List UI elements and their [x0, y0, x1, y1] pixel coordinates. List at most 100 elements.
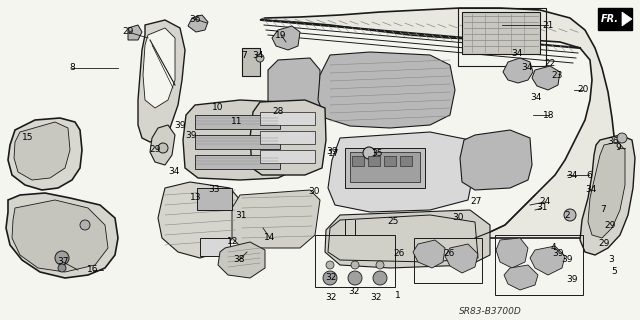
- Text: 30: 30: [452, 213, 464, 222]
- Text: 34: 34: [586, 186, 596, 195]
- Circle shape: [564, 209, 576, 221]
- Bar: [384, 156, 396, 166]
- Text: 34: 34: [252, 52, 264, 60]
- Polygon shape: [14, 122, 70, 180]
- Text: 39: 39: [185, 132, 196, 140]
- Polygon shape: [272, 26, 300, 50]
- Text: 29: 29: [149, 145, 161, 154]
- Text: 15: 15: [22, 133, 34, 142]
- Text: 33: 33: [208, 186, 220, 195]
- Text: 31: 31: [536, 204, 548, 212]
- Circle shape: [376, 261, 384, 269]
- Bar: [260, 131, 315, 144]
- Bar: [197, 188, 232, 210]
- Polygon shape: [250, 100, 326, 175]
- Text: 17: 17: [328, 148, 340, 157]
- Polygon shape: [496, 238, 528, 268]
- Polygon shape: [143, 28, 175, 108]
- Bar: [400, 156, 412, 166]
- Polygon shape: [150, 125, 175, 165]
- Text: 32: 32: [371, 292, 381, 301]
- Polygon shape: [588, 142, 625, 238]
- Text: 7: 7: [600, 205, 606, 214]
- Polygon shape: [268, 58, 320, 118]
- Bar: [350, 152, 420, 182]
- Text: 35: 35: [371, 148, 383, 157]
- Text: 27: 27: [470, 197, 482, 206]
- Text: 32: 32: [325, 293, 337, 302]
- Text: 12: 12: [227, 236, 239, 245]
- Circle shape: [373, 271, 387, 285]
- Text: 39: 39: [566, 275, 578, 284]
- Text: SR83-B3700D: SR83-B3700D: [459, 308, 522, 316]
- Polygon shape: [445, 244, 478, 273]
- Text: 37: 37: [57, 258, 68, 267]
- Text: 38: 38: [233, 255, 244, 265]
- Text: 2: 2: [564, 211, 570, 220]
- Text: 29: 29: [598, 239, 610, 249]
- Polygon shape: [8, 118, 82, 190]
- Bar: [315, 235, 395, 287]
- Bar: [462, 12, 540, 54]
- Bar: [458, 8, 546, 66]
- Text: 6: 6: [586, 171, 592, 180]
- Text: 1: 1: [395, 292, 401, 300]
- Polygon shape: [460, 130, 532, 190]
- Text: 26: 26: [444, 249, 454, 258]
- Polygon shape: [260, 8, 615, 238]
- Polygon shape: [183, 100, 298, 180]
- Polygon shape: [158, 182, 240, 258]
- Bar: [345, 148, 425, 188]
- Text: 24: 24: [540, 197, 550, 206]
- Text: 7: 7: [241, 52, 247, 60]
- Bar: [414, 238, 482, 283]
- Text: 20: 20: [577, 85, 589, 94]
- Polygon shape: [318, 52, 455, 128]
- Text: 34: 34: [168, 166, 180, 175]
- Text: 26: 26: [394, 249, 404, 258]
- Circle shape: [158, 143, 168, 153]
- Circle shape: [617, 133, 627, 143]
- Text: 23: 23: [551, 70, 563, 79]
- Circle shape: [256, 54, 264, 62]
- Polygon shape: [598, 8, 632, 30]
- Text: 11: 11: [231, 117, 243, 126]
- Text: 22: 22: [545, 59, 556, 68]
- Polygon shape: [12, 200, 108, 272]
- Circle shape: [363, 147, 375, 159]
- Polygon shape: [325, 210, 490, 268]
- Bar: [200, 238, 230, 256]
- Text: FR.: FR.: [601, 14, 619, 24]
- Text: 29: 29: [122, 28, 134, 36]
- Polygon shape: [232, 190, 320, 248]
- Polygon shape: [138, 20, 185, 142]
- Bar: [195, 135, 280, 149]
- Text: 13: 13: [190, 193, 202, 202]
- Polygon shape: [532, 66, 560, 90]
- Text: 5: 5: [611, 267, 617, 276]
- Text: 34: 34: [531, 92, 541, 101]
- Polygon shape: [128, 25, 142, 40]
- Text: 9: 9: [615, 143, 621, 153]
- Text: 18: 18: [543, 110, 555, 119]
- Bar: [368, 156, 380, 166]
- Text: 36: 36: [607, 138, 619, 147]
- Text: 34: 34: [566, 171, 578, 180]
- Polygon shape: [188, 15, 208, 32]
- Circle shape: [323, 271, 337, 285]
- Bar: [195, 155, 280, 169]
- Bar: [352, 156, 364, 166]
- Circle shape: [58, 264, 66, 272]
- Text: 16: 16: [87, 266, 99, 275]
- Text: 32: 32: [325, 274, 337, 283]
- Text: 36: 36: [189, 14, 201, 23]
- Text: 19: 19: [275, 30, 287, 39]
- Circle shape: [351, 261, 359, 269]
- Bar: [195, 115, 280, 129]
- Text: 34: 34: [511, 49, 523, 58]
- Text: 39: 39: [326, 148, 338, 156]
- Circle shape: [55, 251, 69, 265]
- Text: 39: 39: [174, 121, 186, 130]
- Text: 8: 8: [69, 63, 75, 73]
- Polygon shape: [218, 242, 265, 278]
